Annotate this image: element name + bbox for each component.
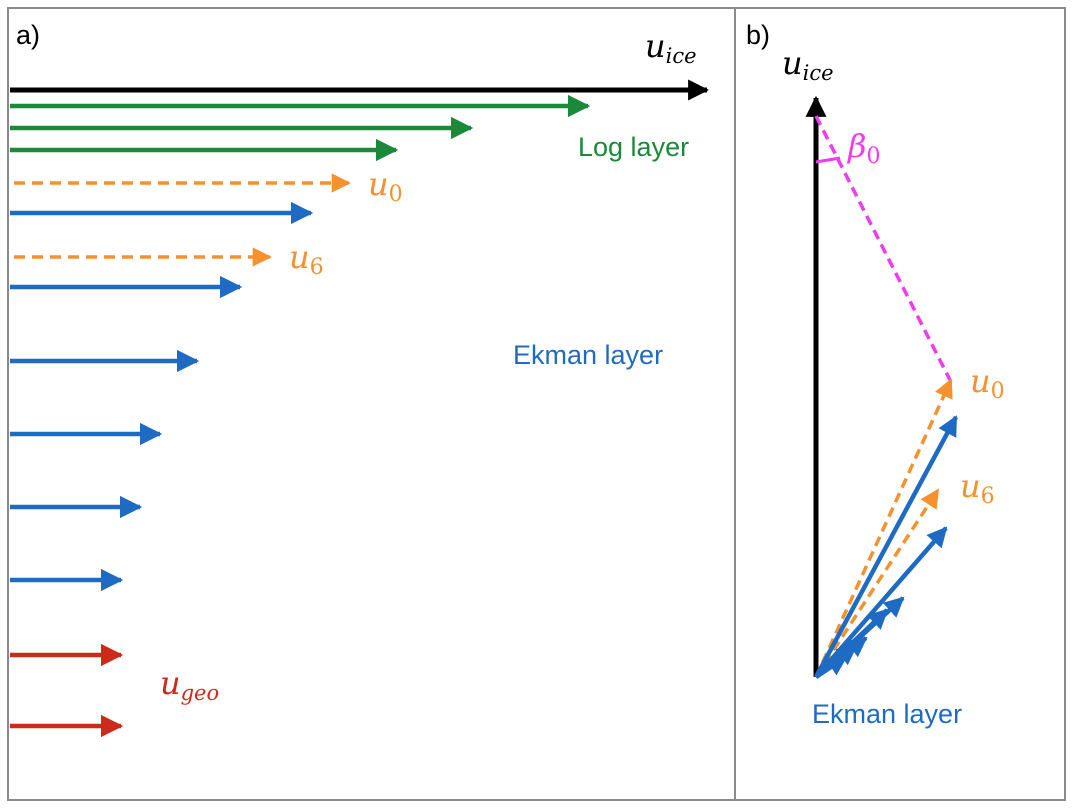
panel-a-u-ice-label: uice <box>645 27 697 68</box>
log-layer-label: Log layer <box>578 132 689 162</box>
beta0-angle-mark <box>815 156 841 164</box>
panel-b-u6-label: u6 <box>960 467 995 509</box>
vector-ekman-2 <box>814 526 948 679</box>
panel-b-u0-label: u0 <box>970 362 1005 404</box>
panel-b-frame <box>734 7 1066 801</box>
vector-ekman-7 <box>814 655 848 679</box>
panel-a-label: a) <box>16 20 40 50</box>
panel-a-u0-label: u0 <box>368 165 403 207</box>
vector-u6-dashed <box>814 488 940 678</box>
panel-b-u-ice-label: uice <box>782 44 834 85</box>
vector-ekman-1 <box>814 415 958 679</box>
panel-a-ekman-layer-label: Ekman layer <box>513 340 663 370</box>
panel-b-ekman-layer-label: Ekman layer <box>812 699 962 729</box>
magenta-dashed-line <box>814 115 952 381</box>
panel-b-label: b) <box>746 20 770 50</box>
u-geo-label: ugeo <box>160 664 219 705</box>
panel-a-u6-label: u6 <box>289 238 324 280</box>
vector-u0-dashed <box>814 378 953 678</box>
beta0-label: β0 <box>847 127 881 169</box>
